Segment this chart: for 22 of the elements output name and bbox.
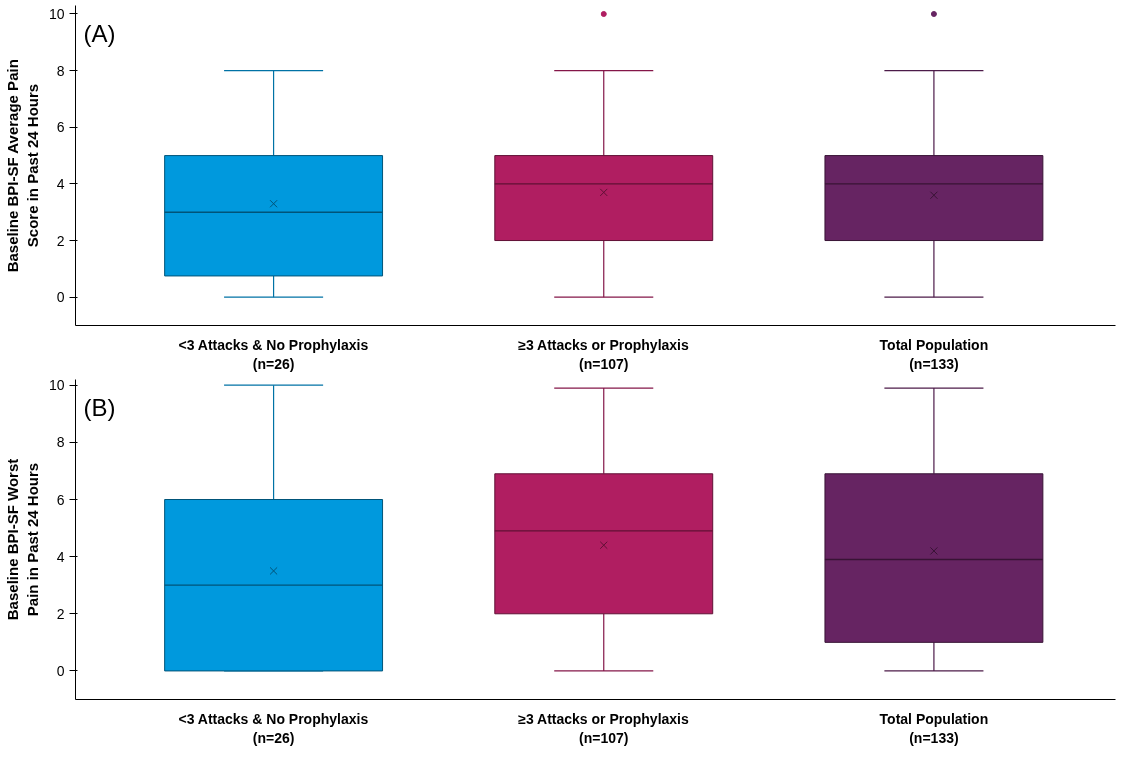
y-tick-label: 2: [56, 605, 65, 622]
y-axis-title: Baseline BPI-SF Average Pain Score in Past 24 Hours: [3, 59, 41, 273]
x-tick-label: ≥3 Attacks or Prophylaxis (n=107): [518, 710, 689, 746]
y-tick-label: 0: [56, 289, 65, 306]
y-tick-label: 8: [56, 62, 65, 79]
x-tick-label: ≥3 Attacks or Prophylaxis (n=107): [518, 336, 689, 372]
y-tick-label: 0: [56, 662, 65, 679]
annotation: (B): [83, 393, 116, 421]
y-tick-label: 8: [56, 434, 65, 451]
y-tick-label: 4: [56, 175, 65, 192]
y-tick-label: 6: [56, 491, 65, 508]
y-tick-label: 4: [56, 548, 65, 565]
y-tick-label: 10: [48, 6, 65, 22]
y-tick-label: 6: [56, 119, 65, 136]
y-tick-label: 2: [56, 232, 65, 249]
x-tick-label: <3 Attacks & No Prophylaxis (n=26): [178, 710, 369, 746]
y-tick-label: 10: [48, 377, 65, 394]
x-tick-label: Total Population (n=133): [879, 336, 989, 372]
x-tick-label: Total Population (n=133): [879, 710, 989, 746]
x-tick-label: <3 Attacks & No Prophylaxis (n=26): [178, 336, 369, 372]
annotation: (A): [83, 19, 116, 47]
y-axis-title: Baseline BPI-SF Worst Pain in Past 24 Hours: [3, 458, 41, 621]
